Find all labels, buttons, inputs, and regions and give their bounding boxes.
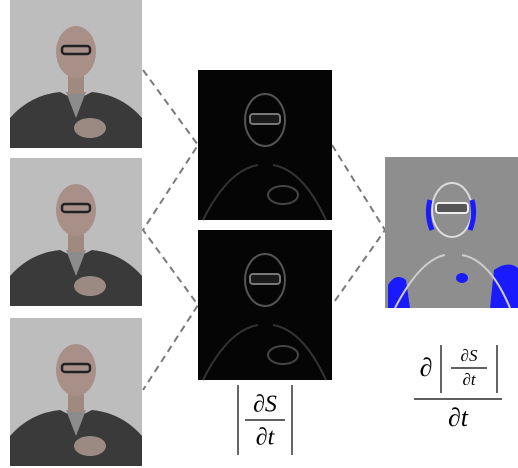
formula-second-derivative: ∂ ∂S ∂t ∂t [414,345,502,432]
inner-denominator: ∂t [462,370,476,389]
diff-1 [197,69,333,221]
inner-numerator: ∂S [461,346,478,365]
numerator: ∂S [253,392,277,418]
diff-2 [197,229,333,381]
formula-abs-derivative: ∂S ∂t [237,385,293,455]
frame-3 [8,316,144,468]
frame-1 [8,0,144,150]
denominator: ∂t [448,403,469,432]
derivative-frame [385,157,518,309]
connector-left [141,69,200,391]
outer-numerator: ∂ [420,353,433,382]
connector-right [331,144,387,306]
denominator: ∂t [256,425,276,451]
source-frames [8,0,144,468]
difference-frames [197,69,333,381]
frame-2 [8,156,144,308]
